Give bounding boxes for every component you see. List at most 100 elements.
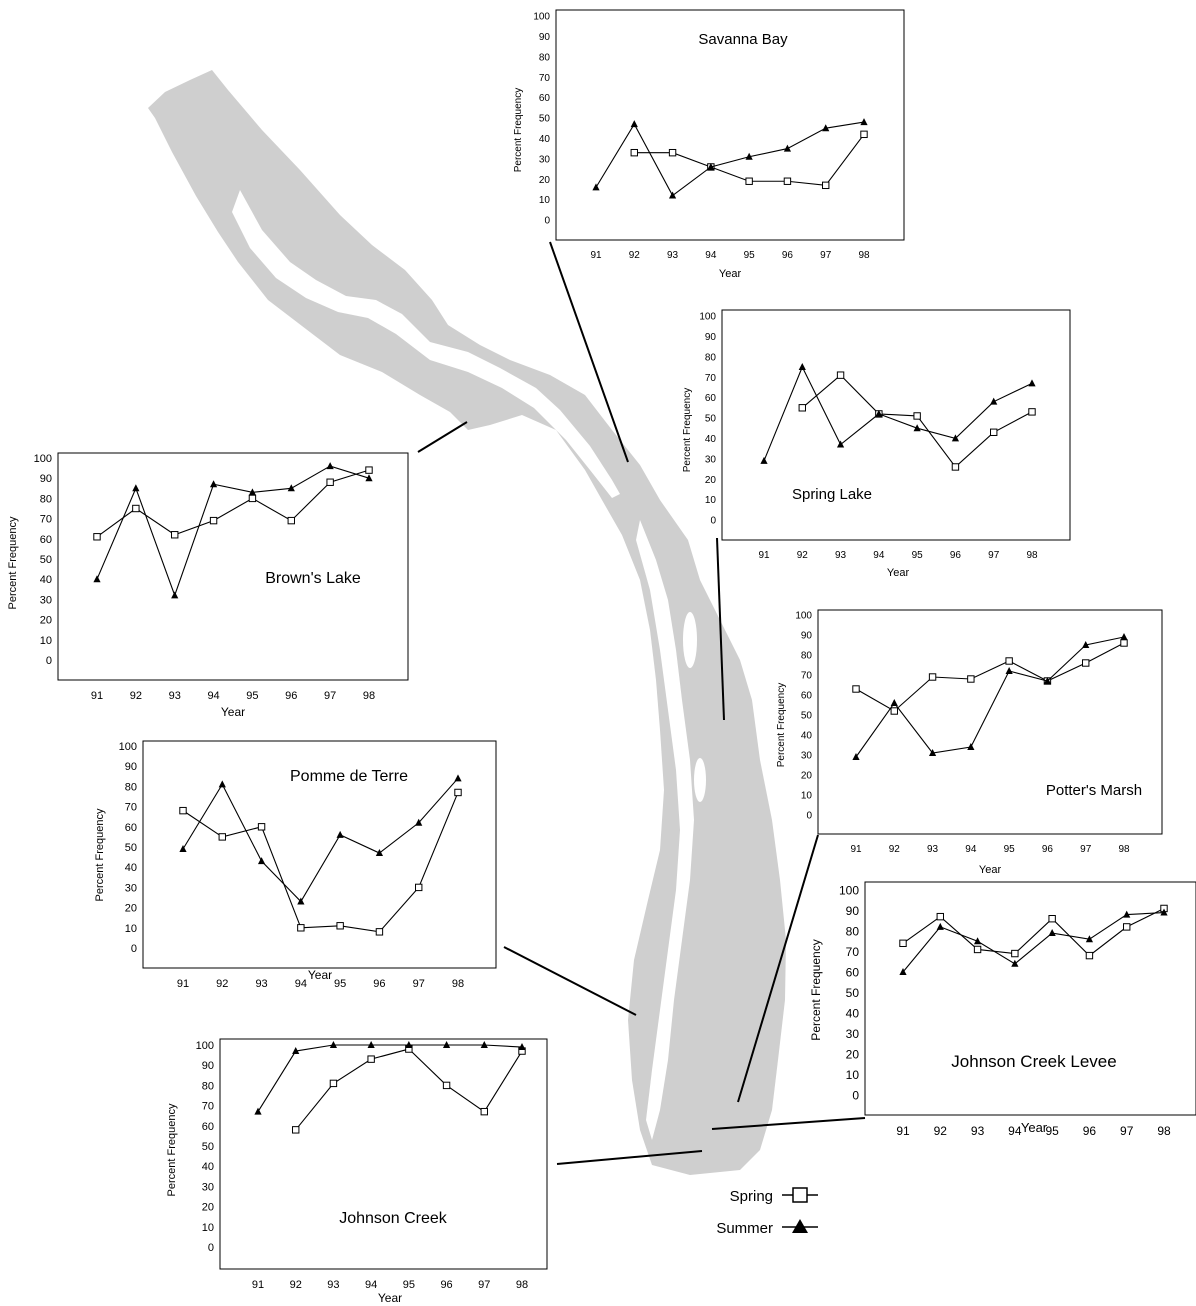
data-point-summer xyxy=(875,409,883,417)
data-point-summer xyxy=(967,743,975,750)
data-point-summer xyxy=(93,575,101,583)
y-tick-label: 70 xyxy=(125,802,137,814)
data-point-spring xyxy=(928,673,937,681)
data-point-spring xyxy=(287,516,295,525)
y-tick-label: 50 xyxy=(539,114,551,125)
data-point-spring xyxy=(1028,408,1036,416)
data-point-summer xyxy=(860,118,868,126)
x-tick-label: 91 xyxy=(177,978,189,990)
data-point-spring xyxy=(973,945,982,954)
y-tick-label: 60 xyxy=(125,822,137,834)
y-axis-label: Percent Frequency xyxy=(513,88,524,173)
y-tick-label: 40 xyxy=(801,731,813,742)
data-point-spring xyxy=(365,466,373,474)
data-point-summer xyxy=(1005,667,1013,674)
series-line-summer xyxy=(257,1044,523,1112)
y-tick-label: 30 xyxy=(846,1027,860,1041)
y-tick-label: 0 xyxy=(46,655,52,667)
data-point-summer xyxy=(1160,908,1168,916)
legend-summer-marker xyxy=(792,1219,808,1233)
data-point-summer xyxy=(365,474,373,482)
legend-summer-label: Summer xyxy=(716,1220,773,1237)
y-tick-label: 80 xyxy=(202,1080,214,1092)
y-tick-label: 10 xyxy=(801,791,813,802)
data-point-summer xyxy=(171,591,179,599)
x-axis-label: Year xyxy=(221,705,245,719)
x-tick-label: 96 xyxy=(1083,1124,1097,1138)
x-tick-label: 95 xyxy=(403,1279,415,1291)
y-tick-label: 80 xyxy=(125,781,137,793)
series-line-summer xyxy=(763,365,1033,462)
data-point-spring xyxy=(836,371,845,379)
leader-line-johnson-creek-levee xyxy=(711,1117,866,1130)
leader-line-spring-lake xyxy=(716,537,725,721)
y-tick-label: 70 xyxy=(801,671,813,682)
data-point-summer xyxy=(1043,677,1052,684)
chart-frame xyxy=(219,1038,548,1270)
data-point-spring xyxy=(936,912,944,921)
data-point-summer xyxy=(836,440,845,448)
chart-title: Johnson Creek xyxy=(339,1210,448,1227)
data-point-summer xyxy=(287,484,295,492)
y-tick-label: 20 xyxy=(125,903,137,915)
data-point-summer xyxy=(405,1041,413,1048)
series-line-summer xyxy=(182,777,459,903)
chart-savanna-bay: 0 10 20 30 40 50 60 70 80 90 100 91 92 93 94 95 96 97 98 Ye… xyxy=(513,9,905,280)
data-point-summer xyxy=(630,120,638,128)
x-tick-label: 96 xyxy=(950,550,962,561)
data-point-summer xyxy=(257,857,266,865)
data-point-summer xyxy=(592,183,600,191)
chart-frame xyxy=(142,740,497,969)
x-tick-label: 95 xyxy=(1004,844,1016,855)
y-tick-label: 50 xyxy=(40,554,52,566)
x-tick-label: 94 xyxy=(965,844,977,855)
y-tick-label: 0 xyxy=(852,1088,859,1102)
y-tick-label: 30 xyxy=(801,751,813,762)
x-tick-label: 95 xyxy=(912,550,924,561)
legend-spring-label: Spring xyxy=(730,1188,773,1205)
y-tick-label: 10 xyxy=(40,635,52,647)
x-tick-label: 92 xyxy=(934,1124,948,1138)
leader-line-johnson-creek xyxy=(556,1150,703,1165)
data-point-spring xyxy=(1085,951,1094,960)
x-tick-label: 98 xyxy=(452,978,464,990)
y-tick-label: 60 xyxy=(40,534,52,546)
data-point-spring xyxy=(1123,923,1131,931)
y-tick-label: 0 xyxy=(806,811,812,822)
data-point-spring xyxy=(257,823,266,831)
data-point-spring xyxy=(297,924,305,932)
data-point-summer xyxy=(990,397,998,405)
data-point-summer xyxy=(668,191,677,199)
chart-potters-marsh: 0 10 20 30 40 50 60 70 80 90 100 91 92 93 94 95 96 97 98 Ye… xyxy=(776,609,1163,876)
data-point-summer xyxy=(329,1041,338,1048)
y-tick-label: 100 xyxy=(119,741,137,753)
data-point-spring xyxy=(329,1079,338,1088)
leader-line-potters-marsh xyxy=(737,834,819,1103)
x-tick-label: 91 xyxy=(91,690,103,702)
y-tick-label: 10 xyxy=(125,923,137,935)
x-tick-label: 98 xyxy=(516,1279,528,1291)
data-point-summer xyxy=(1123,910,1131,918)
x-axis-label: Year xyxy=(308,968,332,982)
data-point-summer xyxy=(132,484,140,492)
data-point-summer xyxy=(760,456,768,464)
x-tick-label: 98 xyxy=(1026,550,1038,561)
y-tick-label: 90 xyxy=(846,904,860,918)
data-point-spring xyxy=(1082,659,1090,667)
data-point-summer xyxy=(1028,379,1036,387)
x-tick-label: 94 xyxy=(705,250,717,261)
x-tick-label: 93 xyxy=(169,690,181,702)
y-tick-label: 20 xyxy=(202,1202,214,1214)
leader-line-savanna-bay xyxy=(549,241,629,463)
y-tick-label: 60 xyxy=(705,393,717,404)
y-tick-label: 30 xyxy=(125,882,137,894)
x-tick-label: 93 xyxy=(927,844,939,855)
data-point-summer xyxy=(745,152,753,160)
data-point-spring xyxy=(890,707,898,715)
chart-frame xyxy=(864,881,1196,1116)
data-point-summer xyxy=(1085,935,1094,943)
data-point-spring xyxy=(248,494,257,503)
y-tick-label: 40 xyxy=(40,574,52,586)
chart-frame xyxy=(555,9,905,241)
data-point-spring xyxy=(967,675,975,683)
